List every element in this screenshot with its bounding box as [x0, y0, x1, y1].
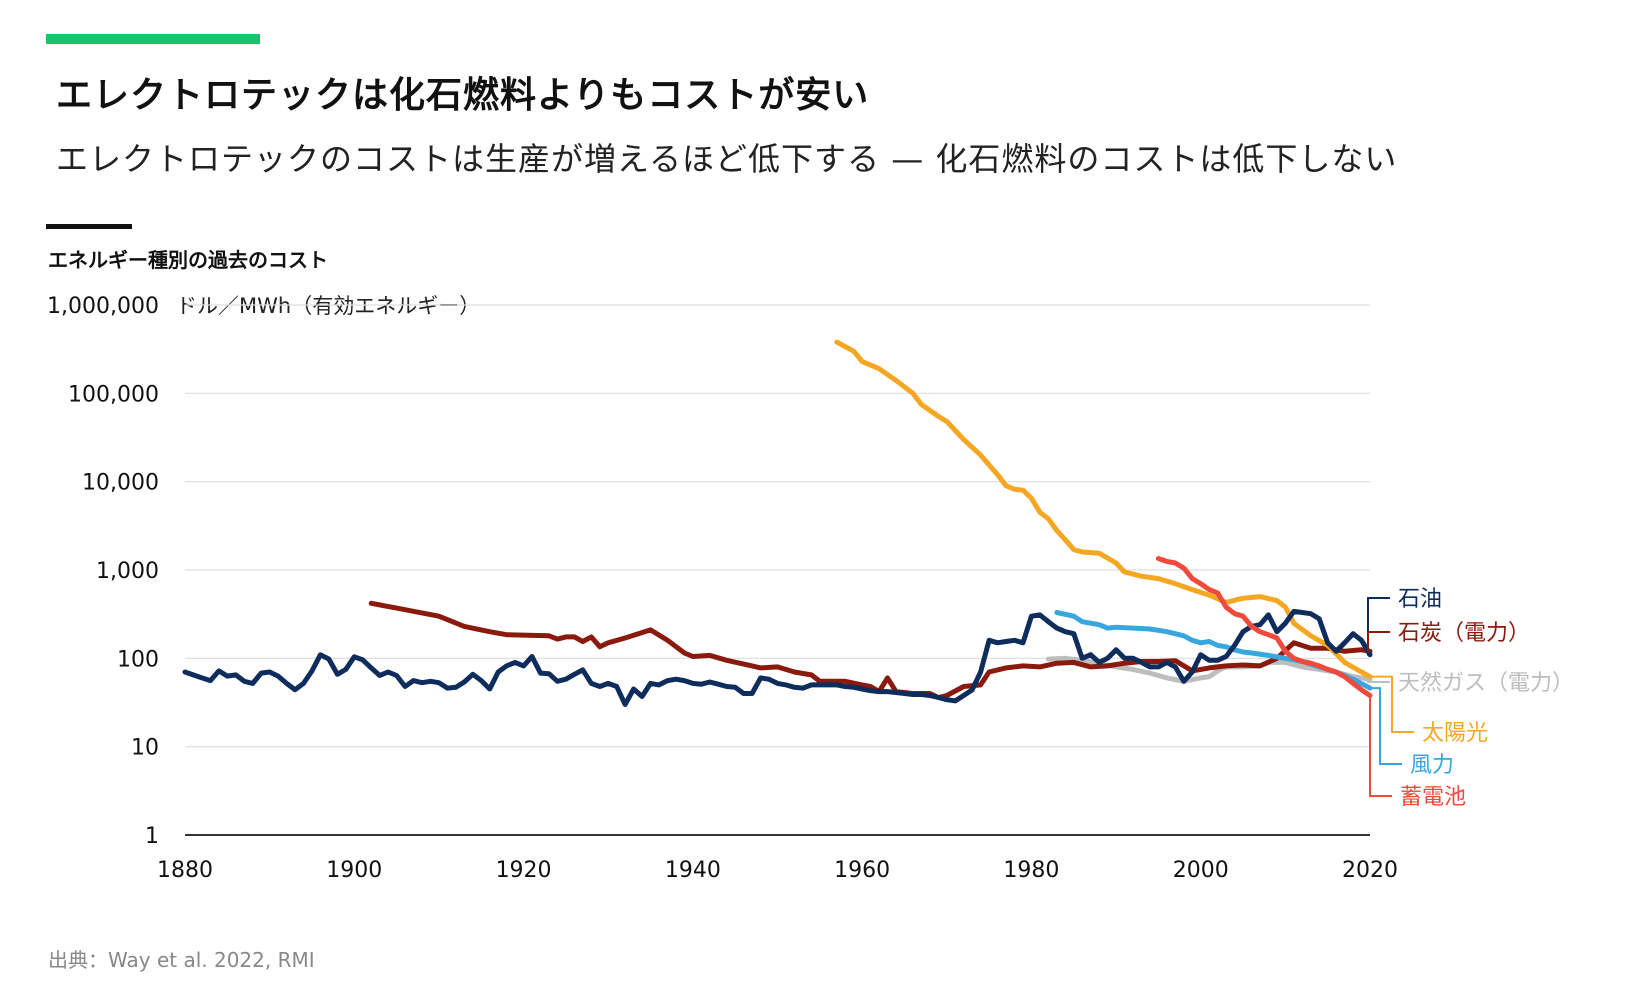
y-tick-label: 1	[145, 824, 159, 849]
series-line-battery	[1155, 556, 1373, 698]
x-tick-label: 2020	[1342, 858, 1398, 883]
series-connector-solar	[1370, 675, 1414, 733]
page-subtitle: エレクトロテックのコストは生産が増えるほど低下する — 化石燃料のコストは低下し…	[56, 140, 1398, 178]
series-label-wind: 風力	[1410, 753, 1454, 778]
axis-labels: 1 10 100 1,000 10,000 100,000 1,000,000 1880 190…	[47, 294, 1398, 883]
grid-lines	[185, 304, 1370, 836]
x-tick-label: 1980	[1003, 858, 1059, 883]
x-tick-label: 1900	[326, 858, 382, 883]
series-line-coal	[368, 600, 1373, 700]
y-tick-label: 1,000,000	[47, 294, 159, 319]
y-tick-label: 10,000	[82, 471, 159, 496]
y-tick-label: 10	[131, 736, 159, 761]
x-tick-label: 1880	[157, 858, 213, 883]
section-rule	[46, 224, 132, 229]
series-connector-battery	[1369, 695, 1392, 797]
series-connector-wind	[1370, 687, 1402, 765]
series-connector-oil	[1367, 597, 1390, 656]
x-tick-label: 1960	[834, 858, 890, 883]
y-tick-label: 100,000	[68, 382, 159, 407]
series-line-solar	[834, 339, 1373, 680]
accent-bar	[46, 34, 260, 44]
y-axis-unit-label: ドル／MWh（有効エネルギー）	[176, 294, 481, 318]
series-label-oil: 石油	[1398, 587, 1442, 612]
x-tick-label: 2000	[1173, 858, 1229, 883]
x-tick-label: 1920	[496, 858, 552, 883]
source-note: 出典：Way et al. 2022, RMI	[48, 948, 315, 972]
series-label-gas: 天然ガス（電力）	[1398, 671, 1574, 696]
y-tick-label: 100	[117, 647, 159, 672]
series-connector-gas	[1367, 678, 1390, 683]
series-label-coal: 石炭（電力）	[1398, 621, 1530, 646]
series-lines	[182, 339, 1373, 707]
x-tick-label: 1940	[665, 858, 721, 883]
y-tick-label: 1,000	[96, 559, 159, 584]
chart-title: エネルギー種別の過去のコスト	[48, 248, 328, 272]
page-title: エレクトロテックは化石燃料よりもコストが安い	[56, 75, 870, 116]
series-connector-coal	[1367, 631, 1390, 653]
series-line-oil	[182, 608, 1373, 707]
series-label-solar: 太陽光	[1422, 721, 1488, 746]
series-label-battery: 蓄電池	[1400, 785, 1466, 810]
